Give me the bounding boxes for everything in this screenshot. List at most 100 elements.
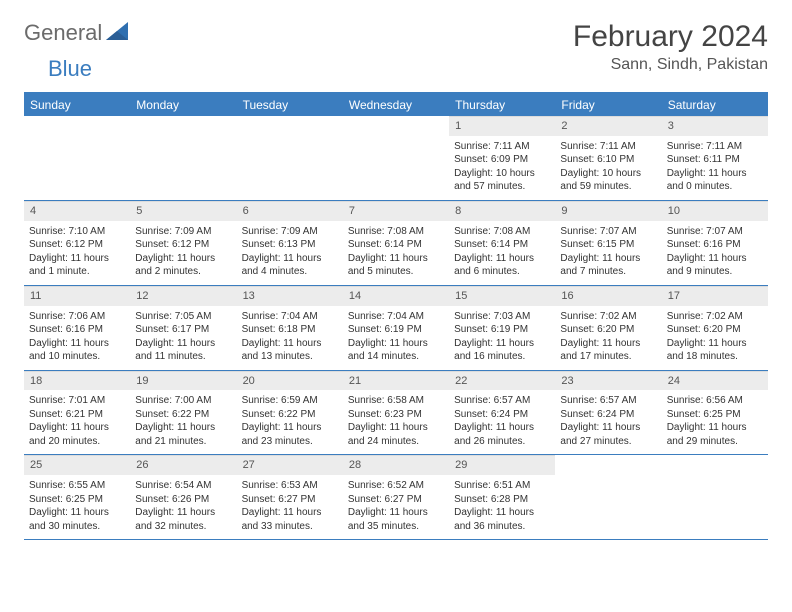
brand-text-part1: General bbox=[24, 20, 102, 46]
sunrise-text: Sunrise: 7:02 AM bbox=[667, 310, 763, 324]
daylight-text: Daylight: 10 hours and 57 minutes. bbox=[454, 167, 550, 194]
sunrise-text: Sunrise: 6:52 AM bbox=[348, 479, 444, 493]
day-cell: 1Sunrise: 7:11 AMSunset: 6:09 PMDaylight… bbox=[449, 116, 555, 200]
day-cell: . bbox=[343, 116, 449, 200]
day-number: 3 bbox=[662, 116, 768, 136]
day-number: 12 bbox=[130, 286, 236, 306]
sunrise-text: Sunrise: 7:01 AM bbox=[29, 394, 125, 408]
day-cell: 20Sunrise: 6:59 AMSunset: 6:22 PMDayligh… bbox=[237, 371, 343, 455]
sunrise-text: Sunrise: 7:09 AM bbox=[242, 225, 338, 239]
daylight-text: Daylight: 11 hours and 32 minutes. bbox=[135, 506, 231, 533]
day-number: 8 bbox=[449, 201, 555, 221]
daylight-text: Daylight: 10 hours and 59 minutes. bbox=[560, 167, 656, 194]
day-cell: 29Sunrise: 6:51 AMSunset: 6:28 PMDayligh… bbox=[449, 455, 555, 539]
day-number: 27 bbox=[237, 455, 343, 475]
sunrise-text: Sunrise: 7:04 AM bbox=[242, 310, 338, 324]
day-cell: 22 Sunrise: 6:57 AMSunset: 6:24 PMDayligh… bbox=[449, 371, 555, 455]
day-number: 10 bbox=[662, 201, 768, 221]
daylight-text: Daylight: 11 hours and 4 minutes. bbox=[242, 252, 338, 279]
day-cell: 5 Sunrise: 7:09 AMSunset: 6:12 PMDaylight… bbox=[130, 201, 236, 285]
day-number: 11 bbox=[24, 286, 130, 306]
day-number: 9 bbox=[555, 201, 661, 221]
daylight-text: Daylight: 11 hours and 14 minutes. bbox=[348, 337, 444, 364]
daylight-text: Daylight: 11 hours and 35 minutes. bbox=[348, 506, 444, 533]
sunset-text: Sunset: 6:24 PM bbox=[560, 408, 656, 422]
day-cell: . bbox=[555, 455, 661, 539]
day-cell: 21Sunrise: 6:58 AMSunset: 6:23 PMDayligh… bbox=[343, 371, 449, 455]
day-number: 18 bbox=[24, 371, 130, 391]
sunrise-text: Sunrise: 6:57 AM bbox=[560, 394, 656, 408]
sunrise-text: Sunrise: 7:07 AM bbox=[560, 225, 656, 239]
day-cell: 6Sunrise: 7:09 AMSunset: 6:13 PMDaylight… bbox=[237, 201, 343, 285]
daylight-text: Daylight: 11 hours and 7 minutes. bbox=[560, 252, 656, 279]
sunset-text: Sunset: 6:23 PM bbox=[348, 408, 444, 422]
sunset-text: Sunset: 6:19 PM bbox=[454, 323, 550, 337]
daylight-text: Daylight: 11 hours and 20 minutes. bbox=[29, 421, 125, 448]
daylight-text: Daylight: 11 hours and 17 minutes. bbox=[560, 337, 656, 364]
day-cell: . bbox=[24, 116, 130, 200]
day-cell: 26Sunrise: 6:54 AMSunset: 6:26 PMDayligh… bbox=[130, 455, 236, 539]
sunrise-text: Sunrise: 6:51 AM bbox=[454, 479, 550, 493]
day-number: 17 bbox=[662, 286, 768, 306]
location-text: Sann, Sindh, Pakistan bbox=[573, 56, 768, 74]
daylight-text: Daylight: 11 hours and 2 minutes. bbox=[135, 252, 231, 279]
weekday-header: Friday bbox=[555, 94, 661, 116]
sunset-text: Sunset: 6:24 PM bbox=[454, 408, 550, 422]
day-number: 15 bbox=[449, 286, 555, 306]
title-block: February 2024 Sann, Sindh, Pakistan bbox=[573, 20, 768, 74]
sunset-text: Sunset: 6:21 PM bbox=[29, 408, 125, 422]
daylight-text: Daylight: 11 hours and 26 minutes. bbox=[454, 421, 550, 448]
day-number: 23 bbox=[555, 371, 661, 391]
sunset-text: Sunset: 6:12 PM bbox=[135, 238, 231, 252]
day-cell: 13Sunrise: 7:04 AMSunset: 6:18 PMDayligh… bbox=[237, 286, 343, 370]
day-cell: . bbox=[130, 116, 236, 200]
sunrise-text: Sunrise: 6:55 AM bbox=[29, 479, 125, 493]
day-cell: 18 Sunrise: 7:01 AMSunset: 6:21 PMDayligh… bbox=[24, 371, 130, 455]
weekday-header: Thursday bbox=[449, 94, 555, 116]
daylight-text: Daylight: 11 hours and 10 minutes. bbox=[29, 337, 125, 364]
day-number: 1 bbox=[449, 116, 555, 136]
day-cell: 3Sunrise: 7:11 AMSunset: 6:11 PMDaylight… bbox=[662, 116, 768, 200]
daylight-text: Daylight: 11 hours and 16 minutes. bbox=[454, 337, 550, 364]
sunrise-text: Sunrise: 7:06 AM bbox=[29, 310, 125, 324]
daylight-text: Daylight: 11 hours and 18 minutes. bbox=[667, 337, 763, 364]
sunrise-text: Sunrise: 7:09 AM bbox=[135, 225, 231, 239]
sunset-text: Sunset: 6:26 PM bbox=[135, 493, 231, 507]
day-number: 5 bbox=[130, 201, 236, 221]
day-cell: 23Sunrise: 6:57 AMSunset: 6:24 PMDayligh… bbox=[555, 371, 661, 455]
weekday-header: Monday bbox=[130, 94, 236, 116]
daylight-text: Daylight: 11 hours and 9 minutes. bbox=[667, 252, 763, 279]
day-cell: 10Sunrise: 7:07 AMSunset: 6:16 PMDayligh… bbox=[662, 201, 768, 285]
daylight-text: Daylight: 11 hours and 23 minutes. bbox=[242, 421, 338, 448]
sunrise-text: Sunrise: 6:57 AM bbox=[454, 394, 550, 408]
sunrise-text: Sunrise: 7:00 AM bbox=[135, 394, 231, 408]
sunset-text: Sunset: 6:27 PM bbox=[242, 493, 338, 507]
day-cell: . bbox=[662, 455, 768, 539]
sunset-text: Sunset: 6:10 PM bbox=[560, 153, 656, 167]
daylight-text: Daylight: 11 hours and 11 minutes. bbox=[135, 337, 231, 364]
day-cell: 11Sunrise: 7:06 AMSunset: 6:16 PMDayligh… bbox=[24, 286, 130, 370]
sunset-text: Sunset: 6:14 PM bbox=[454, 238, 550, 252]
sunset-text: Sunset: 6:20 PM bbox=[560, 323, 656, 337]
day-cell: 24Sunrise: 6:56 AMSunset: 6:25 PMDayligh… bbox=[662, 371, 768, 455]
month-title: February 2024 bbox=[573, 20, 768, 54]
day-number: 21 bbox=[343, 371, 449, 391]
sunset-text: Sunset: 6:20 PM bbox=[667, 323, 763, 337]
daylight-text: Daylight: 11 hours and 0 minutes. bbox=[667, 167, 763, 194]
sunset-text: Sunset: 6:22 PM bbox=[242, 408, 338, 422]
day-number: 26 bbox=[130, 455, 236, 475]
day-number: 24 bbox=[662, 371, 768, 391]
week-row: 11Sunrise: 7:06 AMSunset: 6:16 PMDayligh… bbox=[24, 286, 768, 371]
sunset-text: Sunset: 6:15 PM bbox=[560, 238, 656, 252]
sunrise-text: Sunrise: 6:59 AM bbox=[242, 394, 338, 408]
sunrise-text: Sunrise: 7:11 AM bbox=[667, 140, 763, 154]
day-cell: 25Sunrise: 6:55 AMSunset: 6:25 PMDayligh… bbox=[24, 455, 130, 539]
weekday-header: Tuesday bbox=[237, 94, 343, 116]
day-cell: 8Sunrise: 7:08 AMSunset: 6:14 PMDaylight… bbox=[449, 201, 555, 285]
day-cell: 17 Sunrise: 7:02 AMSunset: 6:20 PMDayligh… bbox=[662, 286, 768, 370]
sunrise-text: Sunrise: 6:53 AM bbox=[242, 479, 338, 493]
sunset-text: Sunset: 6:13 PM bbox=[242, 238, 338, 252]
brand-mark-icon bbox=[106, 22, 128, 45]
week-row: 25Sunrise: 6:55 AMSunset: 6:25 PMDayligh… bbox=[24, 455, 768, 540]
day-number: 22 bbox=[449, 371, 555, 391]
